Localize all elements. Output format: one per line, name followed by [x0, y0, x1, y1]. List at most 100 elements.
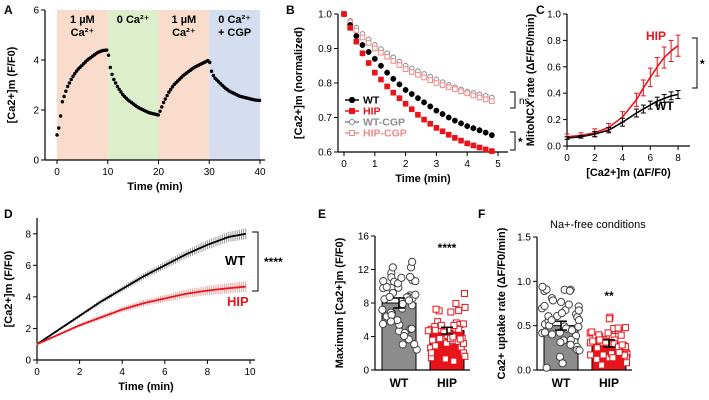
- y-tick-label: 2: [25, 324, 31, 335]
- legend-marker: [348, 96, 356, 104]
- data-point: [371, 55, 378, 62]
- series-line: [566, 93, 679, 139]
- data-point: [566, 340, 575, 349]
- data-point: [353, 38, 360, 45]
- data-point: [449, 333, 457, 341]
- data-point: [433, 80, 440, 86]
- y-axis-label: MitoNCX rate (ΔF/F0/min): [525, 13, 537, 146]
- trace-point: [57, 126, 61, 130]
- panel-letter-a: A: [4, 3, 13, 17]
- trace-point: [208, 60, 212, 65]
- data-point: [489, 98, 495, 104]
- data-point: [372, 45, 378, 52]
- x-tick-label: 8: [205, 367, 211, 378]
- data-point: [464, 123, 471, 130]
- panel-letter-d: D: [4, 207, 13, 221]
- trace-point: [211, 73, 216, 78]
- panel-letter-b: B: [286, 3, 295, 17]
- data-point: [408, 257, 417, 266]
- y-tick-label: 1.0: [517, 277, 531, 288]
- data-point: [436, 335, 444, 343]
- x-tick-label: 10: [244, 367, 256, 378]
- x-tick-label: 5: [495, 159, 501, 170]
- data-point: [415, 71, 421, 78]
- data-point: [359, 50, 366, 57]
- x-tick-label: 1: [372, 159, 378, 170]
- data-point: [459, 320, 467, 328]
- category-label: HIP: [599, 376, 619, 390]
- trace-point: [257, 98, 262, 103]
- panel-f: 0.0 0.5 1.0 1.5 Ca2+ uptake rate (ΔF/F0/min)…: [496, 219, 646, 390]
- y-tick-label: 0.5: [517, 321, 531, 332]
- data-point: [540, 328, 550, 337]
- data-point: [378, 76, 384, 83]
- data-point: [470, 142, 477, 149]
- data-point: [461, 289, 469, 297]
- x-tick-label: 2: [592, 153, 598, 164]
- data-point: [432, 305, 440, 313]
- trace-point: [55, 133, 59, 137]
- trace-point: [160, 105, 164, 109]
- data-point: [451, 117, 458, 124]
- x-tick-label: 4: [464, 159, 470, 170]
- data-point: [433, 125, 440, 131]
- significance-label: **: [604, 289, 614, 303]
- data-point: [445, 131, 452, 138]
- y-tick-label: 0.9: [318, 44, 332, 55]
- panel-letter-c: C: [536, 3, 545, 17]
- x-axis-label: Time (min): [118, 381, 174, 393]
- x-tick-label: 10: [102, 167, 114, 178]
- y-tick-label: 0: [25, 356, 31, 367]
- legend-entry: HIP: [363, 106, 381, 118]
- y-tick-label: 4: [363, 332, 369, 343]
- data-point: [405, 272, 415, 282]
- data-point: [408, 91, 415, 97]
- x-tick-label: 0: [341, 159, 347, 170]
- y-tick-label: 12: [358, 265, 370, 276]
- data-point: [359, 34, 366, 41]
- legend-entry: WT-CGP: [363, 117, 405, 129]
- data-point: [402, 100, 409, 107]
- data-point: [437, 321, 445, 329]
- panel-c: 0.0 0.2 0.4 0.6 0.8 1.0 0 2 4 6 8 [Ca2+]m (ΔF/F0) Mi…: [525, 10, 705, 180]
- significance-label: ****: [438, 241, 457, 255]
- trace-point: [60, 100, 65, 104]
- data-point: [378, 62, 384, 69]
- trace-point: [71, 74, 75, 79]
- y-tick-label: 8: [363, 299, 369, 310]
- y-tick-label: 0.4: [547, 89, 561, 100]
- x-axis-label: [Ca2+]m (ΔF/F0): [586, 167, 671, 179]
- data-point: [452, 135, 458, 141]
- data-point: [452, 86, 458, 93]
- trace-point: [168, 87, 173, 92]
- x-tick-label: 0: [54, 167, 60, 178]
- data-point: [557, 309, 566, 318]
- data-point: [390, 89, 397, 96]
- panel-b: 0.6 0.7 0.8 0.9 1.0 0 1 2 3 4 5 Time (min) [Ca2+]m (…: [293, 10, 530, 186]
- x-tick-label: 2: [77, 367, 83, 378]
- data-point: [359, 42, 366, 48]
- x-tick-label: 4: [620, 153, 626, 164]
- y-axis-label: Maximum [Ca2+]m (F/F0): [334, 237, 346, 368]
- data-point: [424, 327, 432, 335]
- band-label: Ca²⁺: [71, 27, 95, 39]
- trace-point: [67, 81, 72, 85]
- data-point: [384, 83, 390, 90]
- trace-point: [161, 100, 166, 105]
- data-point: [604, 329, 612, 337]
- y-axis-label: Ca2+ uptake rate (ΔF/F0/min): [496, 227, 508, 379]
- data-point: [410, 340, 419, 349]
- data-point: [396, 95, 403, 101]
- data-point: [415, 95, 421, 102]
- trace-point: [115, 84, 120, 89]
- data-point: [353, 27, 360, 34]
- panel-letter-e: E: [318, 207, 326, 221]
- data-point: [365, 40, 372, 46]
- data-point: [458, 88, 464, 95]
- data-point: [598, 361, 606, 369]
- y-axis-label: [Ca2+]m (normalized): [293, 27, 305, 139]
- data-point: [441, 355, 449, 363]
- y-tick-label: 1.0: [318, 10, 332, 21]
- data-point: [547, 316, 556, 325]
